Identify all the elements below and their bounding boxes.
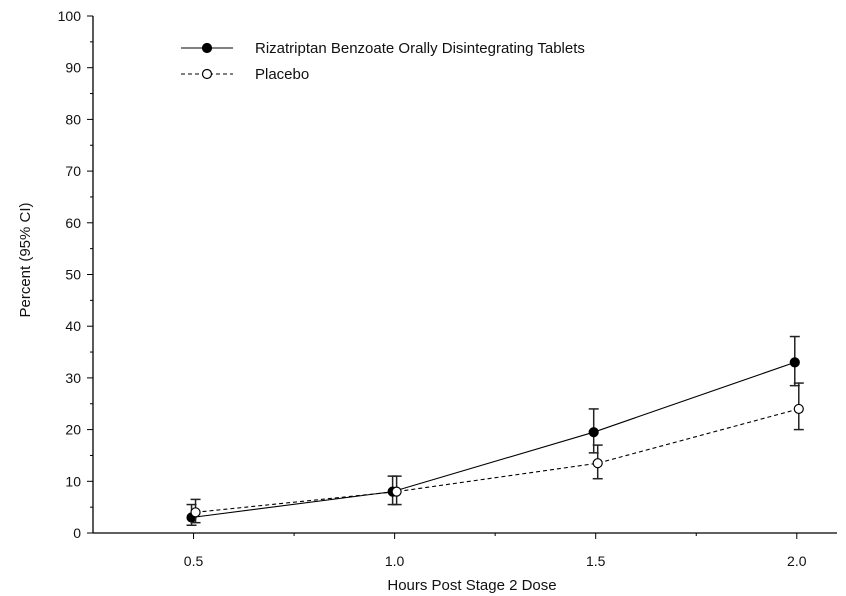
legend-item: Placebo — [181, 66, 309, 83]
series-line — [191, 361, 795, 519]
y-tick-label: 100 — [58, 8, 82, 24]
axes: 0 10 20 30 40 50 60 70 80 90 100 0.5 1.0 1.5 2.0 — [58, 8, 837, 569]
data-point — [793, 403, 804, 415]
data-point — [789, 357, 800, 368]
series-placebo — [190, 382, 804, 524]
legend-marker — [201, 68, 213, 80]
y-axis-title: Percent (95% CI) — [17, 202, 34, 317]
x-tick-label: 2.0 — [787, 553, 807, 569]
y-tick-label: 0 — [73, 525, 81, 541]
data-point — [592, 458, 603, 469]
legend-marker — [201, 42, 213, 54]
y-tick-label: 10 — [65, 473, 81, 489]
series-rizatriptan — [186, 335, 800, 526]
y-tick-label: 30 — [65, 370, 81, 386]
data-point — [391, 486, 402, 497]
x-tick-label: 1.0 — [385, 553, 405, 569]
y-tick-label: 70 — [65, 163, 81, 179]
y-tick-label: 60 — [65, 215, 81, 231]
y-tick-label: 90 — [65, 60, 81, 76]
y-tick-label: 50 — [65, 267, 81, 283]
legend-label: Placebo — [255, 66, 309, 83]
x-axis-title: Hours Post Stage 2 Dose — [387, 577, 556, 594]
y-tick-label: 80 — [65, 111, 81, 127]
x-tick-label: 1.5 — [586, 553, 606, 569]
y-tick-label: 20 — [65, 422, 81, 438]
series-line — [195, 408, 799, 513]
data-point — [588, 427, 599, 438]
series-layer — [186, 335, 804, 526]
y-tick-label: 40 — [65, 318, 81, 334]
legend-label: Rizatriptan Benzoate Orally Disintegrati… — [255, 40, 585, 57]
data-point — [190, 507, 201, 518]
legend: Rizatriptan Benzoate Orally Disintegrati… — [181, 40, 585, 83]
x-tick-label: 0.5 — [184, 553, 204, 569]
legend-item: Rizatriptan Benzoate Orally Disintegrati… — [181, 40, 585, 57]
